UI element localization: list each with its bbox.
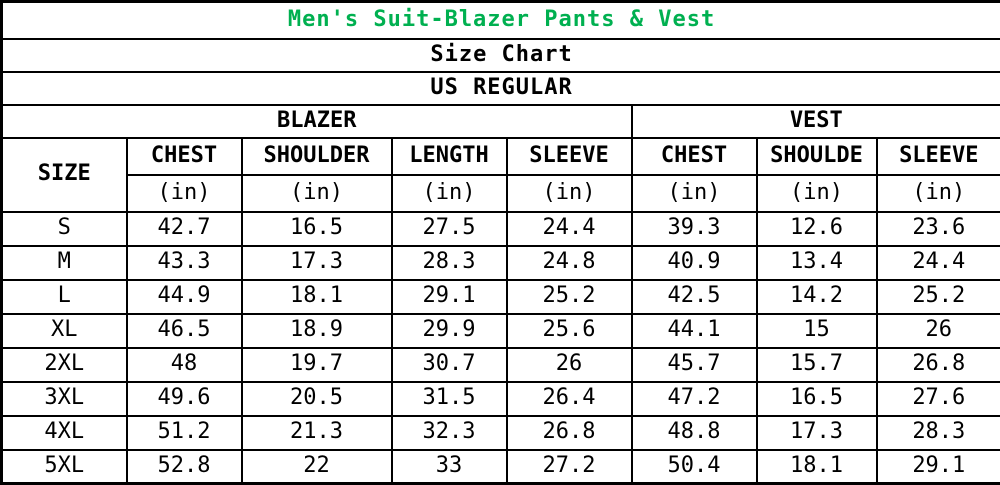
value-cell: 18.9 xyxy=(240,312,393,349)
value-cell: 29.1 xyxy=(875,448,1000,485)
value-cell: 12.6 xyxy=(755,210,878,247)
value-cell: 43.3 xyxy=(125,244,243,281)
unit-cell: (in) xyxy=(125,173,243,213)
column-header-blazer-length: LENGTH xyxy=(390,136,508,176)
size-cell: L xyxy=(0,278,128,315)
column-header-blazer-chest: CHEST xyxy=(125,136,243,176)
size-cell: XL xyxy=(0,312,128,349)
size-cell: 3XL xyxy=(0,380,128,417)
size-row-2xl: 2XL 48 19.7 30.7 26 45.7 15.7 26.8 xyxy=(0,346,1000,383)
size-row-5xl: 5XL 52.8 22 33 27.2 50.4 18.1 29.1 xyxy=(0,448,1000,485)
size-cell: 2XL xyxy=(0,346,128,383)
size-row-3xl: 3XL 49.6 20.5 31.5 26.4 47.2 16.5 27.6 xyxy=(0,380,1000,417)
standard-label: US REGULAR xyxy=(0,70,1000,106)
column-header-vest-sleeve: SLEEVE xyxy=(875,136,1000,176)
value-cell: 27.2 xyxy=(505,448,633,485)
value-cell: 42.7 xyxy=(125,210,243,247)
unit-cell: (in) xyxy=(755,173,878,213)
value-cell: 50.4 xyxy=(630,448,758,485)
value-cell: 42.5 xyxy=(630,278,758,315)
value-cell: 26 xyxy=(505,346,633,383)
value-cell: 15.7 xyxy=(755,346,878,383)
value-cell: 31.5 xyxy=(390,380,508,417)
value-cell: 44.9 xyxy=(125,278,243,315)
value-cell: 18.1 xyxy=(240,278,393,315)
value-cell: 33 xyxy=(390,448,508,485)
value-cell: 17.3 xyxy=(755,414,878,451)
value-cell: 45.7 xyxy=(630,346,758,383)
value-cell: 26.8 xyxy=(505,414,633,451)
value-cell: 32.3 xyxy=(390,414,508,451)
group-header-blazer: BLAZER xyxy=(0,103,633,139)
value-cell: 28.3 xyxy=(875,414,1000,451)
value-cell: 26 xyxy=(875,312,1000,349)
size-row-xl: XL 46.5 18.9 29.9 25.6 44.1 15 26 xyxy=(0,312,1000,349)
size-cell: 5XL xyxy=(0,448,128,485)
value-cell: 49.6 xyxy=(125,380,243,417)
value-cell: 39.3 xyxy=(630,210,758,247)
size-row-m: M 43.3 17.3 28.3 24.8 40.9 13.4 24.4 xyxy=(0,244,1000,281)
column-header-vest-chest: CHEST xyxy=(630,136,758,176)
unit-cell: (in) xyxy=(240,173,393,213)
value-cell: 29.9 xyxy=(390,312,508,349)
value-cell: 25.2 xyxy=(875,278,1000,315)
value-cell: 17.3 xyxy=(240,244,393,281)
column-header-vest-shoulder: SHOULDE xyxy=(755,136,878,176)
value-cell: 21.3 xyxy=(240,414,393,451)
size-cell: M xyxy=(0,244,128,281)
value-cell: 48 xyxy=(125,346,243,383)
unit-cell: (in) xyxy=(390,173,508,213)
size-cell: S xyxy=(0,210,128,247)
value-cell: 23.6 xyxy=(875,210,1000,247)
value-cell: 24.4 xyxy=(505,210,633,247)
value-cell: 20.5 xyxy=(240,380,393,417)
value-cell: 22 xyxy=(240,448,393,485)
value-cell: 14.2 xyxy=(755,278,878,315)
value-cell: 27.6 xyxy=(875,380,1000,417)
value-cell: 24.8 xyxy=(505,244,633,281)
value-cell: 26.4 xyxy=(505,380,633,417)
value-cell: 40.9 xyxy=(630,244,758,281)
value-cell: 15 xyxy=(755,312,878,349)
chart-title: Men's Suit-Blazer Pants & Vest xyxy=(0,0,1000,40)
size-row-4xl: 4XL 51.2 21.3 32.3 26.8 48.8 17.3 28.3 xyxy=(0,414,1000,451)
value-cell: 16.5 xyxy=(240,210,393,247)
unit-cell: (in) xyxy=(630,173,758,213)
value-cell: 52.8 xyxy=(125,448,243,485)
value-cell: 29.1 xyxy=(390,278,508,315)
value-cell: 46.5 xyxy=(125,312,243,349)
value-cell: 27.5 xyxy=(390,210,508,247)
value-cell: 48.8 xyxy=(630,414,758,451)
value-cell: 13.4 xyxy=(755,244,878,281)
group-header-vest: VEST xyxy=(630,103,1000,139)
value-cell: 30.7 xyxy=(390,346,508,383)
value-cell: 18.1 xyxy=(755,448,878,485)
chart-subtitle: Size Chart xyxy=(0,37,1000,73)
value-cell: 25.2 xyxy=(505,278,633,315)
value-cell: 16.5 xyxy=(755,380,878,417)
size-cell: 4XL xyxy=(0,414,128,451)
value-cell: 19.7 xyxy=(240,346,393,383)
column-header-blazer-sleeve: SLEEVE xyxy=(505,136,633,176)
value-cell: 28.3 xyxy=(390,244,508,281)
value-cell: 25.6 xyxy=(505,312,633,349)
unit-cell: (in) xyxy=(505,173,633,213)
value-cell: 51.2 xyxy=(125,414,243,451)
size-row-s: S 42.7 16.5 27.5 24.4 39.3 12.6 23.6 xyxy=(0,210,1000,247)
unit-cell: (in) xyxy=(875,173,1000,213)
value-cell: 24.4 xyxy=(875,244,1000,281)
value-cell: 47.2 xyxy=(630,380,758,417)
size-column-header: SIZE xyxy=(0,136,128,213)
size-row-l: L 44.9 18.1 29.1 25.2 42.5 14.2 25.2 xyxy=(0,278,1000,315)
value-cell: 26.8 xyxy=(875,346,1000,383)
column-header-blazer-shoulder: SHOULDER xyxy=(240,136,393,176)
value-cell: 44.1 xyxy=(630,312,758,349)
